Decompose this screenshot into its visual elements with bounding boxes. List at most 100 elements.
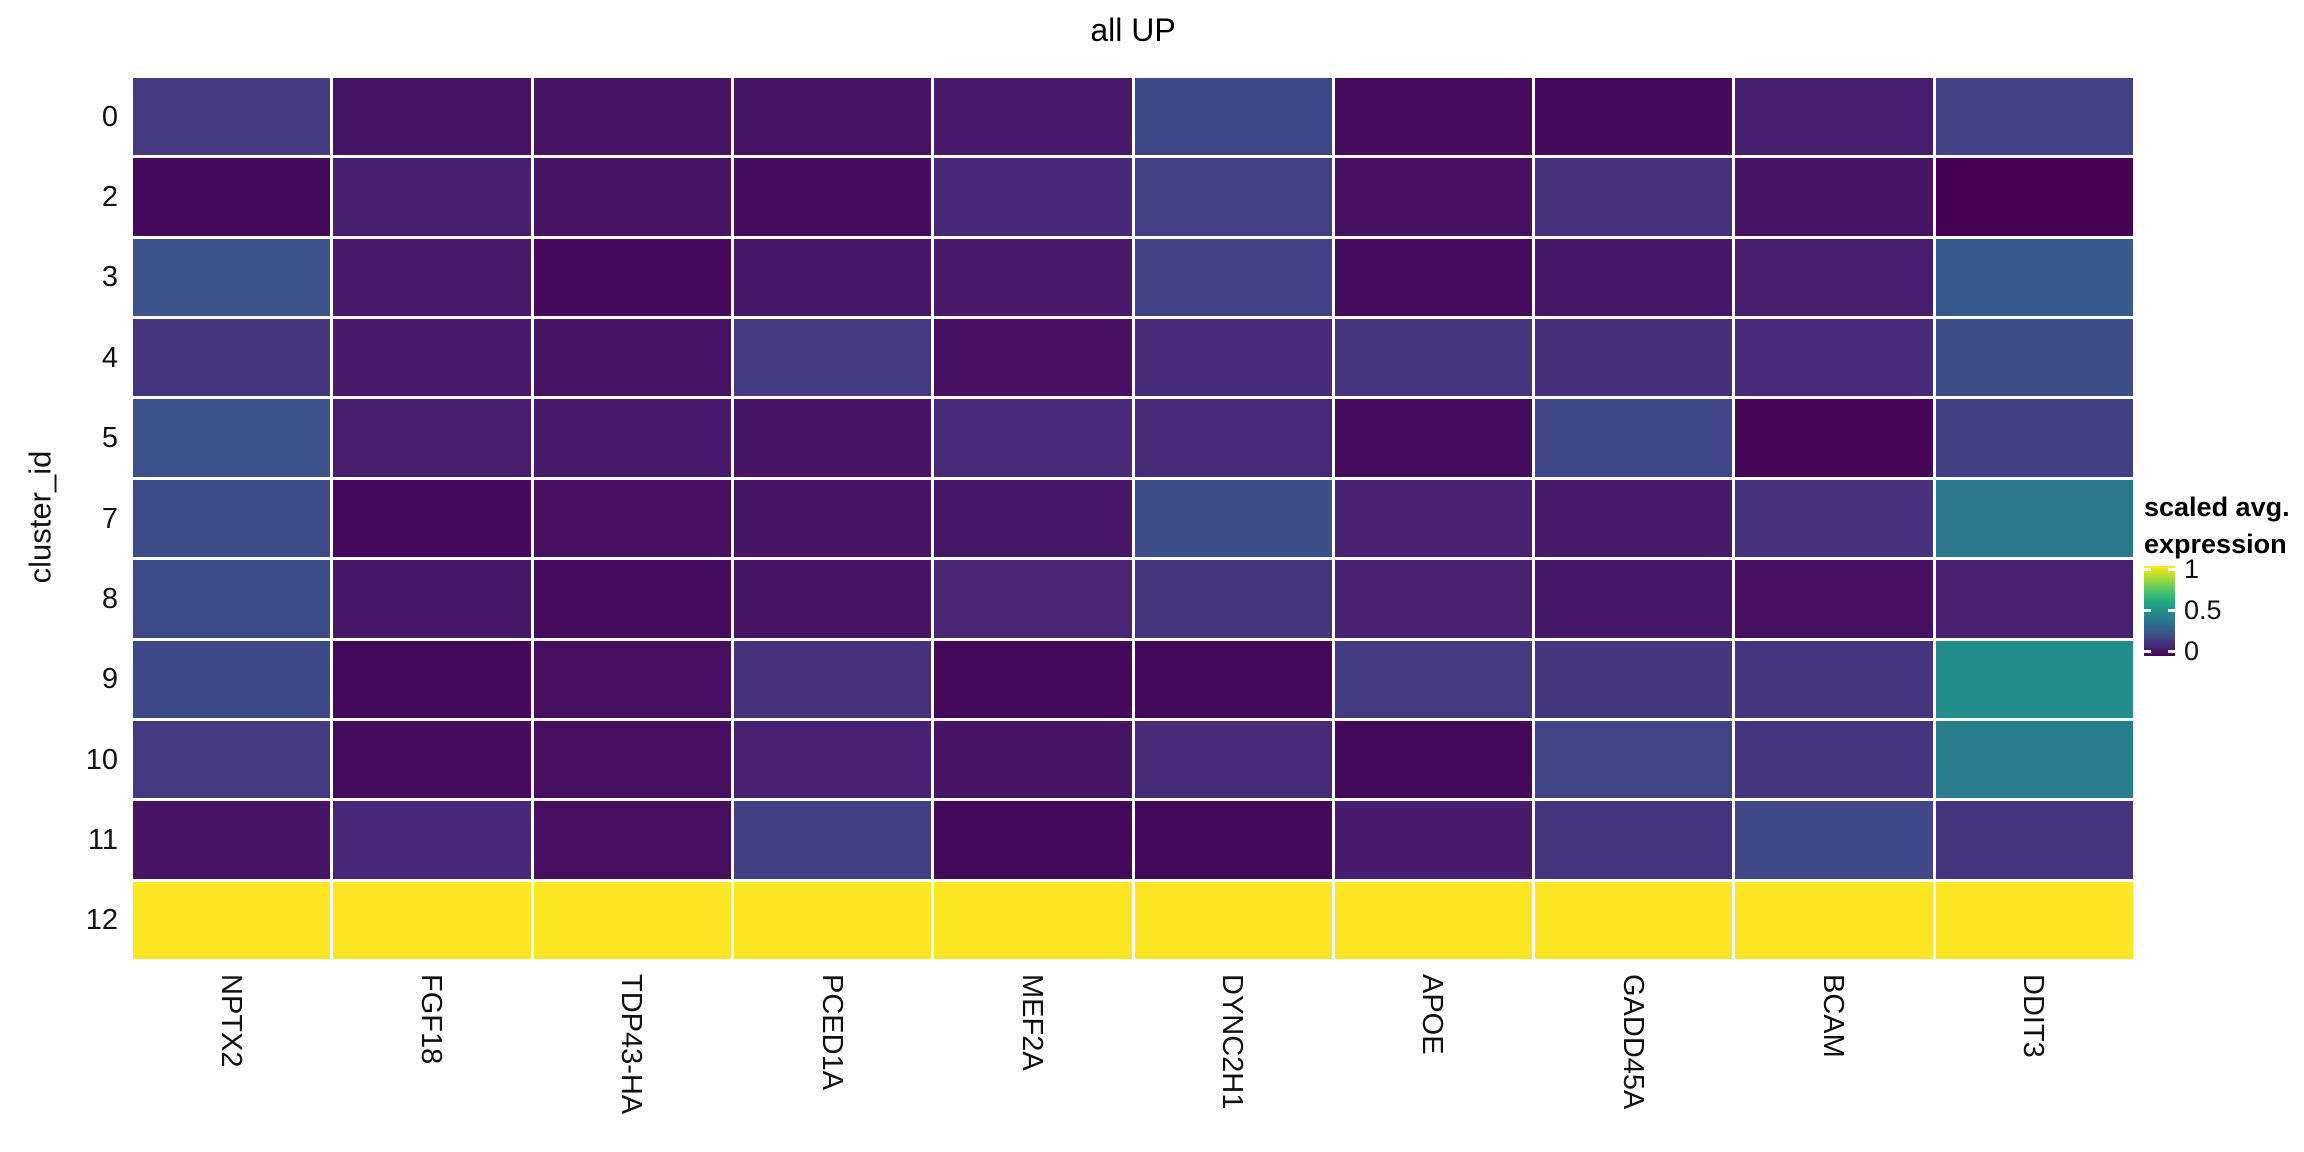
heatmap-cell — [533, 801, 731, 879]
heatmap-cell — [1334, 640, 1533, 718]
heatmap-cell — [1935, 801, 2133, 879]
x-tick-label: APOE — [1416, 974, 1449, 1055]
heatmap-cell — [133, 801, 331, 879]
heatmap-cell — [1334, 801, 1533, 879]
heatmap-cell — [934, 399, 1132, 477]
heatmap-cell — [333, 640, 531, 718]
heatmap-cell — [1334, 158, 1533, 236]
heatmap-cell — [333, 158, 531, 236]
heatmap-cell — [1334, 479, 1533, 558]
heatmap-cell — [1134, 801, 1332, 879]
x-tick-label: NPTX2 — [214, 974, 247, 1068]
heatmap-cell — [1735, 319, 1933, 397]
heatmap-cell — [1535, 479, 1733, 558]
x-tick-label: BCAM — [1817, 974, 1850, 1058]
heatmap-cell — [1735, 801, 1933, 879]
heatmap-cell — [333, 238, 531, 317]
heatmap-cell — [1535, 801, 1733, 879]
heatmap-cell — [1735, 158, 1933, 236]
x-tick-label: FGF18 — [414, 974, 447, 1065]
y-tick-label: 3 — [101, 261, 118, 294]
heatmap-cell — [1334, 319, 1533, 397]
heatmap-cell — [934, 801, 1132, 879]
heatmap-cell — [1935, 560, 2133, 638]
heatmap-cell — [1334, 881, 1533, 959]
legend-tick-mark — [2144, 609, 2151, 612]
heatmap-cell — [1935, 640, 2133, 718]
heatmap-cell — [533, 158, 731, 236]
heatmap-cell — [934, 560, 1132, 638]
heatmap-cell — [733, 399, 932, 477]
legend-title-line2: expression — [2144, 529, 2287, 559]
heatmap-cell — [934, 640, 1132, 718]
heatmap-cell — [934, 720, 1132, 799]
heatmap-cell — [733, 720, 932, 799]
heatmap-cell — [133, 78, 331, 156]
heatmap-cell — [1134, 399, 1332, 477]
heatmap-cell — [533, 720, 731, 799]
heatmap-cell — [1735, 720, 1933, 799]
heatmap-cell — [1134, 78, 1332, 156]
heatmap-cell — [1134, 319, 1332, 397]
heatmap-cell — [1134, 720, 1332, 799]
heatmap-cell — [1334, 720, 1533, 799]
legend-tick-mark — [2168, 568, 2175, 571]
heatmap-cell — [333, 720, 531, 799]
heatmap-cell — [133, 238, 331, 317]
heatmap-cell — [1935, 399, 2133, 477]
heatmap-cell — [1535, 158, 1733, 236]
legend-tick-label: 0.5 — [2184, 595, 2222, 625]
y-tick-label: 7 — [101, 502, 118, 535]
heatmap-cell — [733, 560, 932, 638]
y-tick-label: 10 — [85, 743, 118, 776]
legend-tick-mark — [2144, 568, 2151, 571]
heatmap-cell — [1535, 720, 1733, 799]
heatmap-cell — [1134, 158, 1332, 236]
heatmap-cell — [934, 158, 1132, 236]
chart-title: all UP — [1090, 12, 1176, 48]
heatmap-cell — [1334, 238, 1533, 317]
heatmap-cell — [333, 801, 531, 879]
heatmap-cell — [1535, 640, 1733, 718]
heatmap-cell — [733, 238, 932, 317]
heatmap-cell — [1935, 78, 2133, 156]
heatmap-cell — [1134, 881, 1332, 959]
y-tick-label: 12 — [85, 904, 118, 937]
heatmap-cell — [333, 881, 531, 959]
heatmap-cell — [1535, 238, 1733, 317]
y-tick-label: 2 — [101, 181, 118, 214]
heatmap-cell — [733, 479, 932, 558]
heatmap-cell — [533, 479, 731, 558]
y-tick-label: 4 — [101, 341, 118, 374]
heatmap-cell — [133, 881, 331, 959]
heatmap-cell — [1535, 560, 1733, 638]
heatmap-cell — [733, 78, 932, 156]
heatmap-cell — [1735, 399, 1933, 477]
legend-tick-label: 0 — [2184, 636, 2200, 666]
legend-tick-mark — [2144, 650, 2151, 653]
heatmap-cell — [133, 399, 331, 477]
heatmap-cell — [934, 238, 1132, 317]
heatmap-cell — [1735, 560, 1933, 638]
x-tick-label: TDP43-HA — [615, 974, 648, 1115]
heatmap-cell — [333, 399, 531, 477]
heatmap-cell — [733, 881, 932, 959]
heatmap-cell — [934, 881, 1132, 959]
heatmap-cell — [133, 640, 331, 718]
y-tick-label: 8 — [101, 582, 118, 615]
heatmap-cell — [533, 560, 731, 638]
legend-tick-mark — [2168, 650, 2175, 653]
heatmap-cell — [1735, 881, 1933, 959]
heatmap-cell — [934, 78, 1132, 156]
heatmap-cell — [1535, 399, 1733, 477]
heatmap-cell — [1935, 238, 2133, 317]
heatmap-cell — [1735, 479, 1933, 558]
x-tick-label: PCED1A — [815, 974, 848, 1091]
x-tick-label: MEF2A — [1015, 974, 1048, 1071]
heatmap-cell — [1735, 238, 1933, 317]
heatmap-cell — [1535, 881, 1733, 959]
heatmap-cell — [1935, 479, 2133, 558]
x-tick-label: DDIT3 — [2017, 974, 2050, 1058]
heatmap-cell — [1735, 78, 1933, 156]
legend-title-line1: scaled avg. — [2144, 492, 2290, 522]
